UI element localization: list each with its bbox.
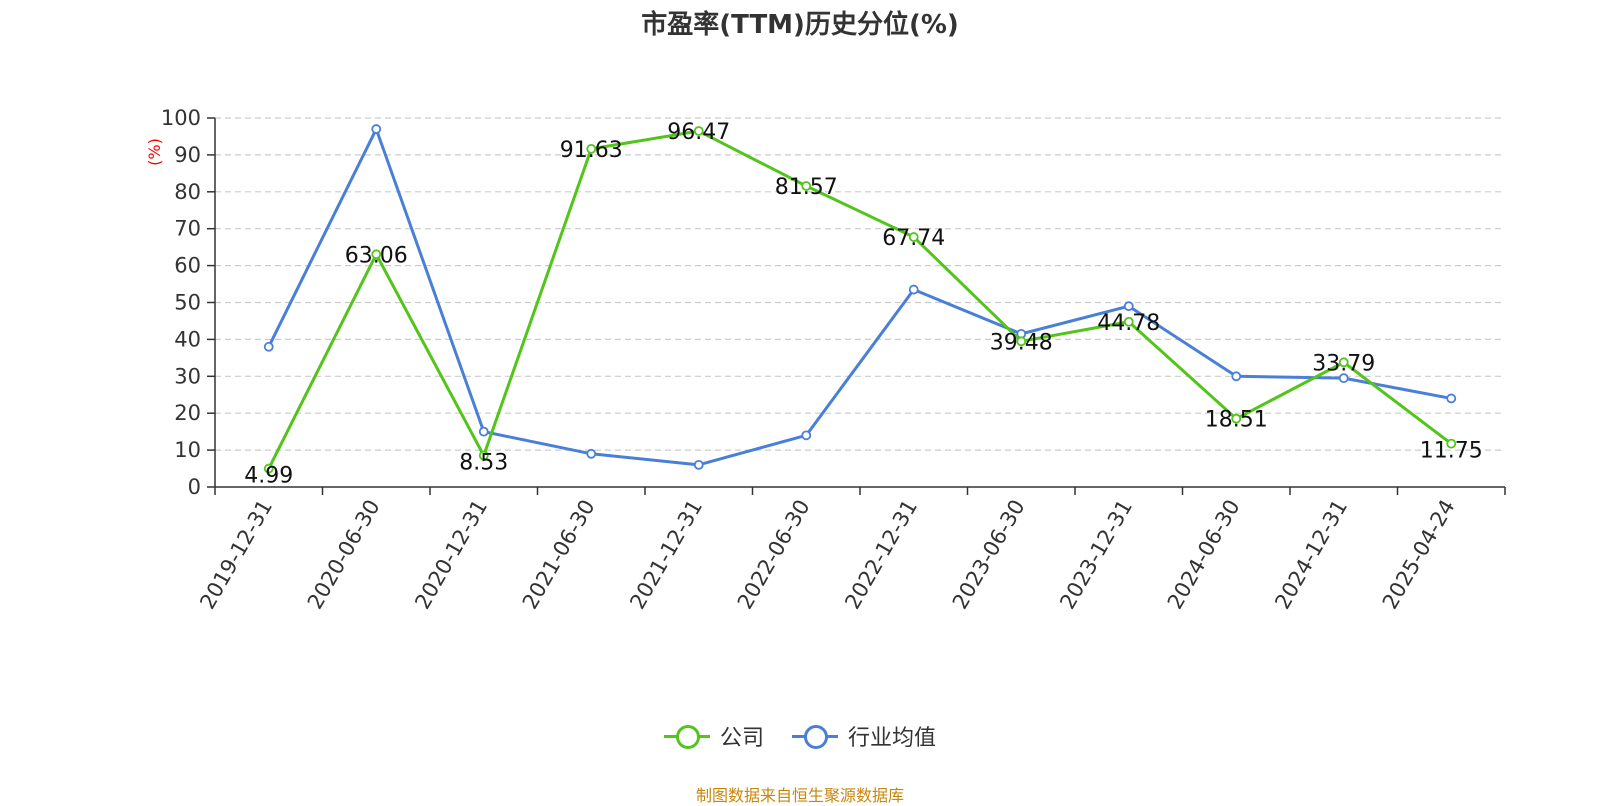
company-data-label: 44.78 [1097,311,1160,336]
industry-data-point [801,430,812,441]
legend-item-industry-average[interactable]: 行业均值 [792,720,936,752]
x-tick-label: 2019-12-31 [195,496,277,614]
company-data-point [1338,357,1349,368]
industry-data-point [263,341,274,352]
x-tick-label: 2025-04-24 [1378,496,1460,614]
industry-data-point [371,124,382,134]
company-data-label: 96.47 [667,120,730,145]
industry-data-point [908,284,919,295]
y-tick-label: 60 [174,254,201,278]
y-tick-label: 100 [161,106,201,130]
company-data-label: 8.53 [459,451,508,476]
legend: 公司 行业均值 [0,720,1600,752]
x-tick-label: 2022-12-31 [840,496,922,614]
industry-data-point [478,426,489,437]
company-data-point [1446,438,1457,449]
y-axis-label: (%) [145,138,164,166]
x-tick-label: 2020-12-31 [410,496,492,614]
company-data-point [693,126,704,136]
y-tick-label: 40 [174,327,201,351]
x-tick-label: 2021-12-31 [625,496,707,614]
company-data-label: 67.74 [882,226,945,251]
company-data-point [1231,413,1242,424]
industry-data-point [1123,301,1134,312]
company-data-label: 4.99 [244,464,293,489]
data-source-note: 制图数据来自恒生聚源数据库 [695,786,904,805]
company-data-point [263,463,274,474]
y-tick-label: 70 [174,217,201,241]
company-data-point [1016,336,1027,347]
company-data-point [801,181,812,191]
y-tick-label: 30 [174,364,201,388]
company-data-point [371,249,382,260]
company-data-point [908,232,919,242]
industry-series-line [267,127,1452,467]
legend-industry-label: 行业均值 [848,726,937,751]
company-data-label: 91.63 [560,138,623,163]
x-tick-label: 2024-12-31 [1270,496,1352,614]
company-data-label: 63.06 [345,243,408,268]
chart-title: 市盈率(TTM)历史分位(%) [641,10,959,40]
company-data-point [478,450,489,461]
industry-data-point [1446,393,1457,404]
y-tick-label: 10 [174,438,201,462]
legend-item-company[interactable]: 公司 [663,720,764,752]
industry-data-point [693,459,704,470]
company-series-line [267,129,1453,470]
legend-company-marker-icon [663,724,710,749]
company-data-label: 81.57 [775,175,838,200]
industry-data-point [586,448,597,459]
x-tick-label: 2022-06-30 [733,496,815,614]
company-data-point [1123,316,1134,327]
x-tick-label: 2021-06-30 [518,496,600,614]
x-tick-label: 2023-12-31 [1055,496,1137,614]
x-tick-label: 2020-06-30 [303,496,385,614]
y-tick-label: 80 [174,180,201,204]
y-tick-label: 0 [188,475,201,499]
company-data-label: 33.79 [1312,351,1375,376]
legend-industry-marker-icon [792,724,838,749]
industry-data-point [1338,373,1349,384]
y-tick-label: 20 [174,401,201,425]
y-tick-label: 50 [174,291,201,315]
industry-data-point [1231,371,1242,382]
company-data-label: 18.51 [1205,408,1268,433]
x-tick-label: 2023-06-30 [948,496,1030,614]
legend-company-label: 公司 [719,726,764,751]
y-tick-label: 90 [174,143,201,167]
company-data-label: 11.75 [1420,439,1483,464]
company-data-point [586,143,597,154]
company-data-label: 39.48 [990,330,1053,355]
x-tick-label: 2024-06-30 [1163,496,1245,614]
